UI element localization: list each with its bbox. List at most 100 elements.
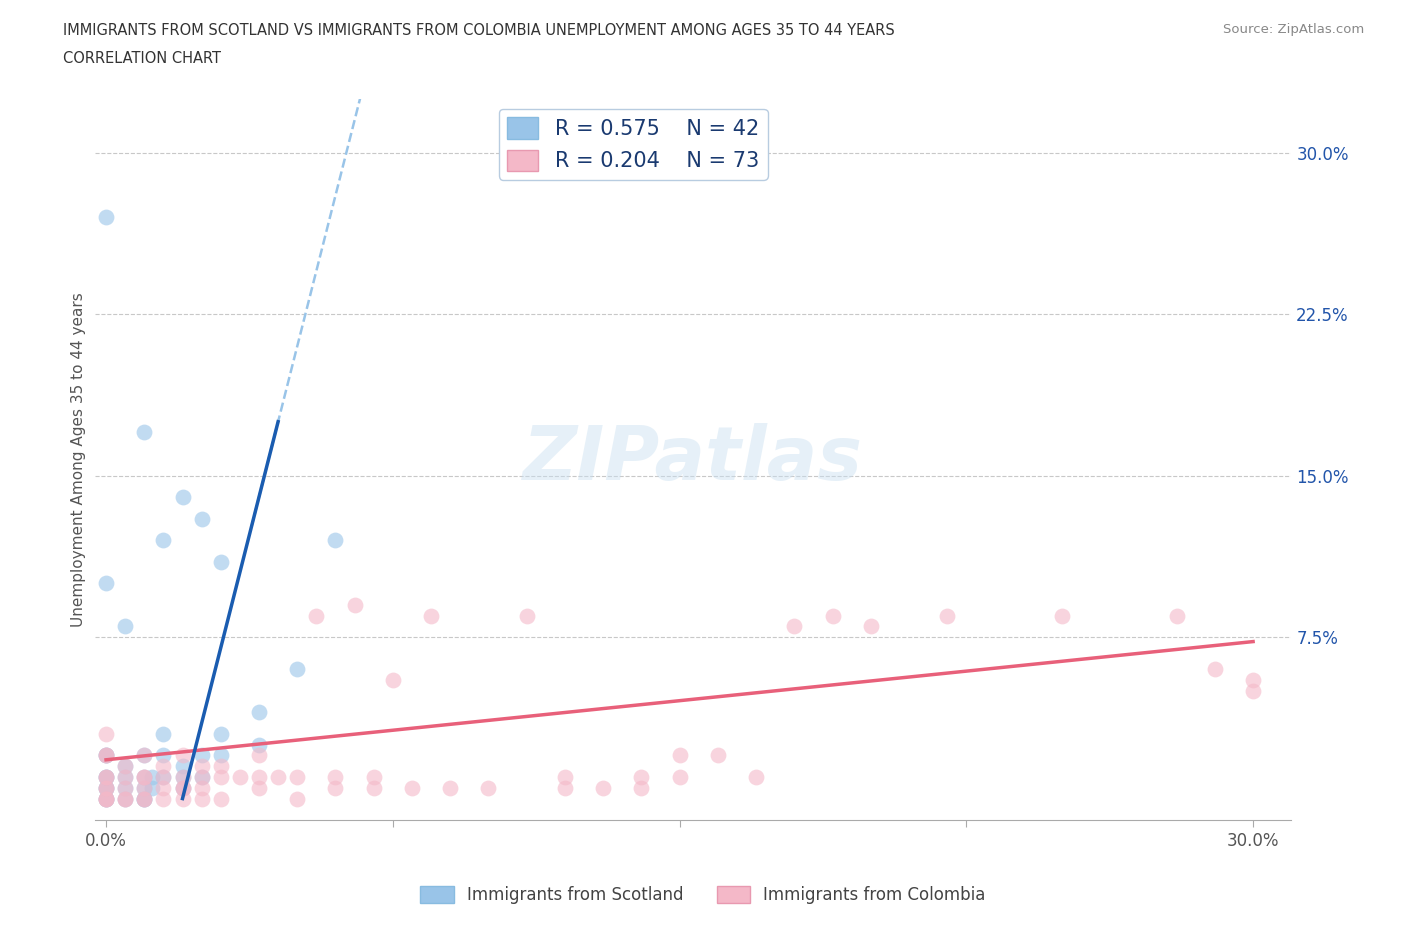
- Point: [114, 780, 136, 795]
- Point: [1050, 608, 1073, 623]
- Point: [172, 791, 194, 806]
- Point: [325, 770, 347, 785]
- Point: [247, 780, 270, 795]
- Point: [94, 748, 117, 763]
- Point: [190, 791, 212, 806]
- Point: [134, 748, 156, 763]
- Legend: Immigrants from Scotland, Immigrants from Colombia: Immigrants from Scotland, Immigrants fro…: [413, 879, 993, 910]
- Point: [190, 770, 212, 785]
- Point: [94, 791, 117, 806]
- Point: [285, 791, 308, 806]
- Point: [134, 791, 156, 806]
- Point: [141, 780, 163, 795]
- Point: [94, 780, 117, 795]
- Text: ZIPatlas: ZIPatlas: [523, 423, 863, 496]
- Point: [152, 759, 174, 774]
- Legend: R = 0.575    N = 42, R = 0.204    N = 73: R = 0.575 N = 42, R = 0.204 N = 73: [499, 109, 768, 179]
- Point: [94, 748, 117, 763]
- Point: [152, 748, 174, 763]
- Point: [420, 608, 443, 623]
- Point: [114, 780, 136, 795]
- Point: [94, 726, 117, 741]
- Point: [172, 759, 194, 774]
- Point: [172, 748, 194, 763]
- Point: [141, 770, 163, 785]
- Point: [267, 770, 290, 785]
- Point: [477, 780, 499, 795]
- Point: [152, 726, 174, 741]
- Point: [285, 770, 308, 785]
- Point: [381, 672, 404, 687]
- Point: [783, 618, 806, 633]
- Point: [134, 780, 156, 795]
- Point: [668, 770, 690, 785]
- Point: [94, 770, 117, 785]
- Point: [209, 791, 232, 806]
- Point: [936, 608, 959, 623]
- Point: [152, 770, 174, 785]
- Text: CORRELATION CHART: CORRELATION CHART: [63, 51, 221, 66]
- Point: [94, 576, 117, 591]
- Point: [94, 770, 117, 785]
- Point: [114, 759, 136, 774]
- Point: [247, 748, 270, 763]
- Point: [229, 770, 252, 785]
- Point: [94, 791, 117, 806]
- Point: [325, 533, 347, 548]
- Point: [363, 780, 385, 795]
- Point: [592, 780, 614, 795]
- Point: [1166, 608, 1188, 623]
- Point: [554, 780, 576, 795]
- Point: [94, 791, 117, 806]
- Point: [114, 791, 136, 806]
- Point: [363, 770, 385, 785]
- Point: [305, 608, 328, 623]
- Point: [94, 791, 117, 806]
- Point: [190, 759, 212, 774]
- Point: [821, 608, 844, 623]
- Point: [209, 554, 232, 569]
- Point: [94, 770, 117, 785]
- Point: [209, 748, 232, 763]
- Point: [172, 780, 194, 795]
- Point: [190, 512, 212, 526]
- Point: [94, 780, 117, 795]
- Y-axis label: Unemployment Among Ages 35 to 44 years: Unemployment Among Ages 35 to 44 years: [72, 292, 86, 627]
- Point: [630, 770, 652, 785]
- Point: [343, 597, 366, 612]
- Point: [152, 533, 174, 548]
- Point: [325, 780, 347, 795]
- Point: [134, 791, 156, 806]
- Text: Source: ZipAtlas.com: Source: ZipAtlas.com: [1223, 23, 1364, 36]
- Point: [209, 759, 232, 774]
- Point: [94, 834, 117, 849]
- Point: [1204, 662, 1226, 677]
- Point: [134, 791, 156, 806]
- Point: [114, 618, 136, 633]
- Point: [94, 748, 117, 763]
- Point: [516, 608, 538, 623]
- Point: [152, 780, 174, 795]
- Point: [439, 780, 461, 795]
- Point: [152, 770, 174, 785]
- Point: [745, 770, 768, 785]
- Point: [114, 791, 136, 806]
- Point: [134, 425, 156, 440]
- Point: [190, 748, 212, 763]
- Point: [401, 780, 423, 795]
- Point: [209, 770, 232, 785]
- Point: [172, 780, 194, 795]
- Point: [114, 770, 136, 785]
- Point: [94, 748, 117, 763]
- Point: [247, 770, 270, 785]
- Point: [668, 748, 690, 763]
- Point: [172, 770, 194, 785]
- Point: [94, 770, 117, 785]
- Point: [94, 780, 117, 795]
- Point: [859, 618, 882, 633]
- Point: [134, 748, 156, 763]
- Point: [285, 662, 308, 677]
- Point: [630, 780, 652, 795]
- Point: [134, 770, 156, 785]
- Point: [134, 791, 156, 806]
